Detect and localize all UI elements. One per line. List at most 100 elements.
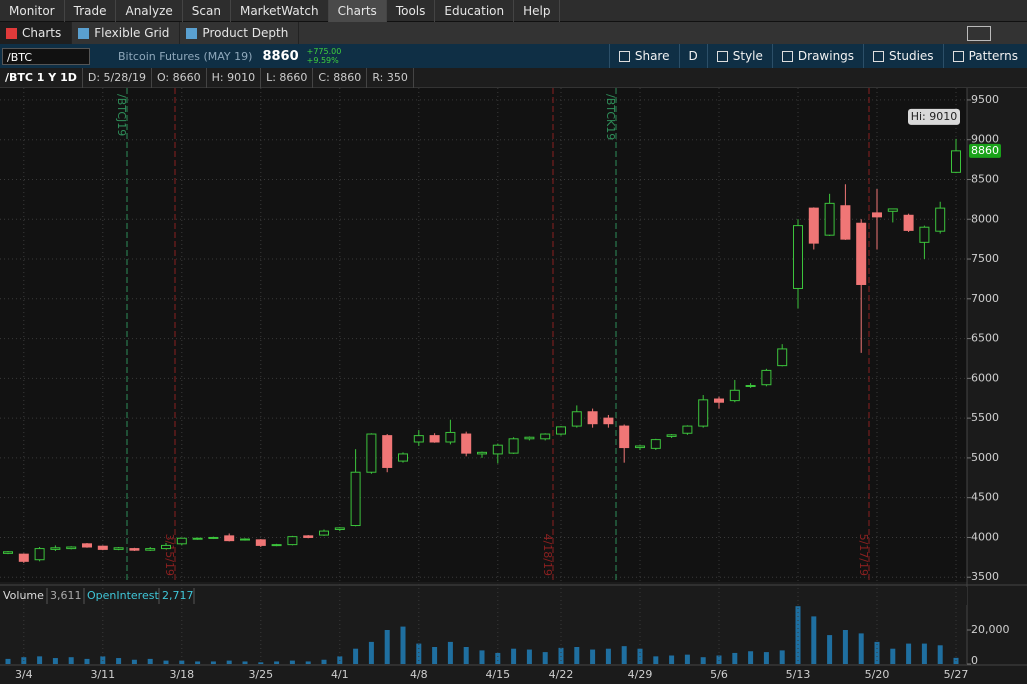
volume-title: Volume [3, 589, 44, 602]
info-cell: /BTC 1 Y 1D [0, 67, 83, 88]
volume-bar [827, 635, 833, 664]
y-tick-label: 5500 [971, 411, 999, 424]
tab[interactable]: Charts [0, 22, 73, 44]
window-button[interactable] [967, 25, 991, 41]
x-tick-label: 4/22 [549, 668, 574, 681]
x-tick-label: 5/13 [786, 668, 811, 681]
symbol-description: Bitcoin Futures (MAY 19) [118, 49, 253, 63]
toolbar-button[interactable]: Style [706, 44, 772, 68]
hi-label: Hi: 9010 [911, 110, 958, 123]
candle-body [477, 451, 487, 455]
volume-bar [432, 646, 438, 664]
candle-body [508, 438, 519, 454]
candle-body [951, 150, 961, 173]
y-tick-label: 5000 [971, 451, 999, 464]
volume-bar [763, 652, 769, 664]
button-icon [873, 50, 885, 62]
candle-body [887, 208, 898, 212]
y-tick-label: 20,000 [971, 623, 1010, 636]
event-label: 5/17/19 [857, 534, 870, 576]
toolbar-button[interactable]: Share [608, 44, 679, 68]
y-tick-label: 4000 [971, 530, 999, 543]
x-tick-label: 3/18 [169, 668, 194, 681]
tab-label: Product Depth [202, 26, 289, 40]
candle-body [745, 385, 756, 388]
button-label: Patterns [968, 49, 1018, 63]
button-label: Style [732, 49, 763, 63]
candle-body [524, 436, 535, 440]
toolbar-button[interactable]: Studies [863, 44, 943, 68]
volume-bar [684, 654, 690, 664]
menu-item[interactable]: Trade [65, 0, 117, 22]
candle-body [176, 537, 187, 545]
tab-icon [78, 27, 90, 39]
menu-item[interactable]: Charts [328, 0, 387, 22]
candle-body [303, 535, 314, 538]
candle-body [571, 411, 582, 427]
candle-body [145, 548, 156, 551]
y-tick-label: 8000 [971, 212, 999, 225]
candle-body [18, 553, 29, 562]
candle-body [50, 547, 61, 550]
candle-body [97, 545, 108, 550]
date-axis [0, 665, 1027, 684]
volume-bar [511, 648, 517, 664]
hi-bubble [908, 108, 960, 125]
x-tick-label: 4/29 [628, 668, 653, 681]
study-name: OpenInterest [87, 589, 159, 602]
volume-bar [542, 652, 548, 664]
toolbar-button[interactable]: Patterns [942, 44, 1027, 68]
volume-bar [368, 641, 374, 664]
y-tick-label: 8500 [971, 172, 999, 185]
volume-bar [858, 633, 864, 664]
event-label: 4/18/19 [541, 534, 554, 576]
last-price: 8860 [262, 48, 299, 64]
volume-bar [321, 659, 327, 664]
candle-body [66, 546, 77, 550]
study-value: 2,717 [162, 589, 194, 602]
volume-bar [84, 658, 90, 664]
volume-bar [463, 646, 469, 664]
volume-current: 3,611 [50, 589, 82, 602]
candle-body [398, 453, 408, 462]
menu-item[interactable]: Monitor [0, 0, 65, 22]
tab[interactable]: Product Depth [180, 22, 300, 44]
volume-bar [842, 629, 848, 664]
info-cell: C: 8860 [313, 67, 368, 88]
menu-item[interactable]: MarketWatch [231, 0, 329, 22]
volume-bar [242, 661, 248, 664]
toolbar-button[interactable]: D [678, 44, 707, 68]
candle-body [271, 544, 282, 547]
y-tick-label: 3500 [971, 570, 999, 583]
candle-body [619, 425, 630, 449]
candle-body [540, 433, 551, 440]
toolbar-button[interactable]: Drawings [771, 44, 863, 68]
tab[interactable]: Flexible Grid [72, 22, 181, 44]
info-cell: L: 8660 [261, 67, 314, 88]
price-pane [0, 88, 967, 582]
menu-item[interactable]: Education [435, 0, 515, 22]
candle-body [429, 435, 440, 443]
menu-item[interactable]: Analyze [116, 0, 183, 22]
tab-label: Flexible Grid [94, 26, 170, 40]
button-icon [781, 50, 793, 62]
symbol-input[interactable]: /BTC [2, 47, 90, 65]
volume-bar [447, 641, 453, 664]
volume-bar [716, 655, 722, 664]
menu-item[interactable]: Tools [387, 0, 436, 22]
button-label: D [688, 49, 698, 63]
volume-bar [226, 660, 232, 664]
volume-bar [921, 643, 927, 664]
x-tick-label: 5/27 [944, 668, 969, 681]
change: +775.00 +9.59% [307, 47, 342, 65]
volume-bar [116, 658, 122, 664]
x-tick-label: 3/11 [90, 668, 115, 681]
candle-body [824, 202, 835, 236]
volume-bar [5, 658, 11, 664]
y-tick-label: 9000 [971, 133, 999, 146]
volume-bar [289, 660, 295, 664]
button-icon [618, 50, 630, 62]
menu-item[interactable]: Help [514, 0, 561, 22]
candle-body [224, 535, 235, 542]
menu-item[interactable]: Scan [183, 0, 231, 22]
